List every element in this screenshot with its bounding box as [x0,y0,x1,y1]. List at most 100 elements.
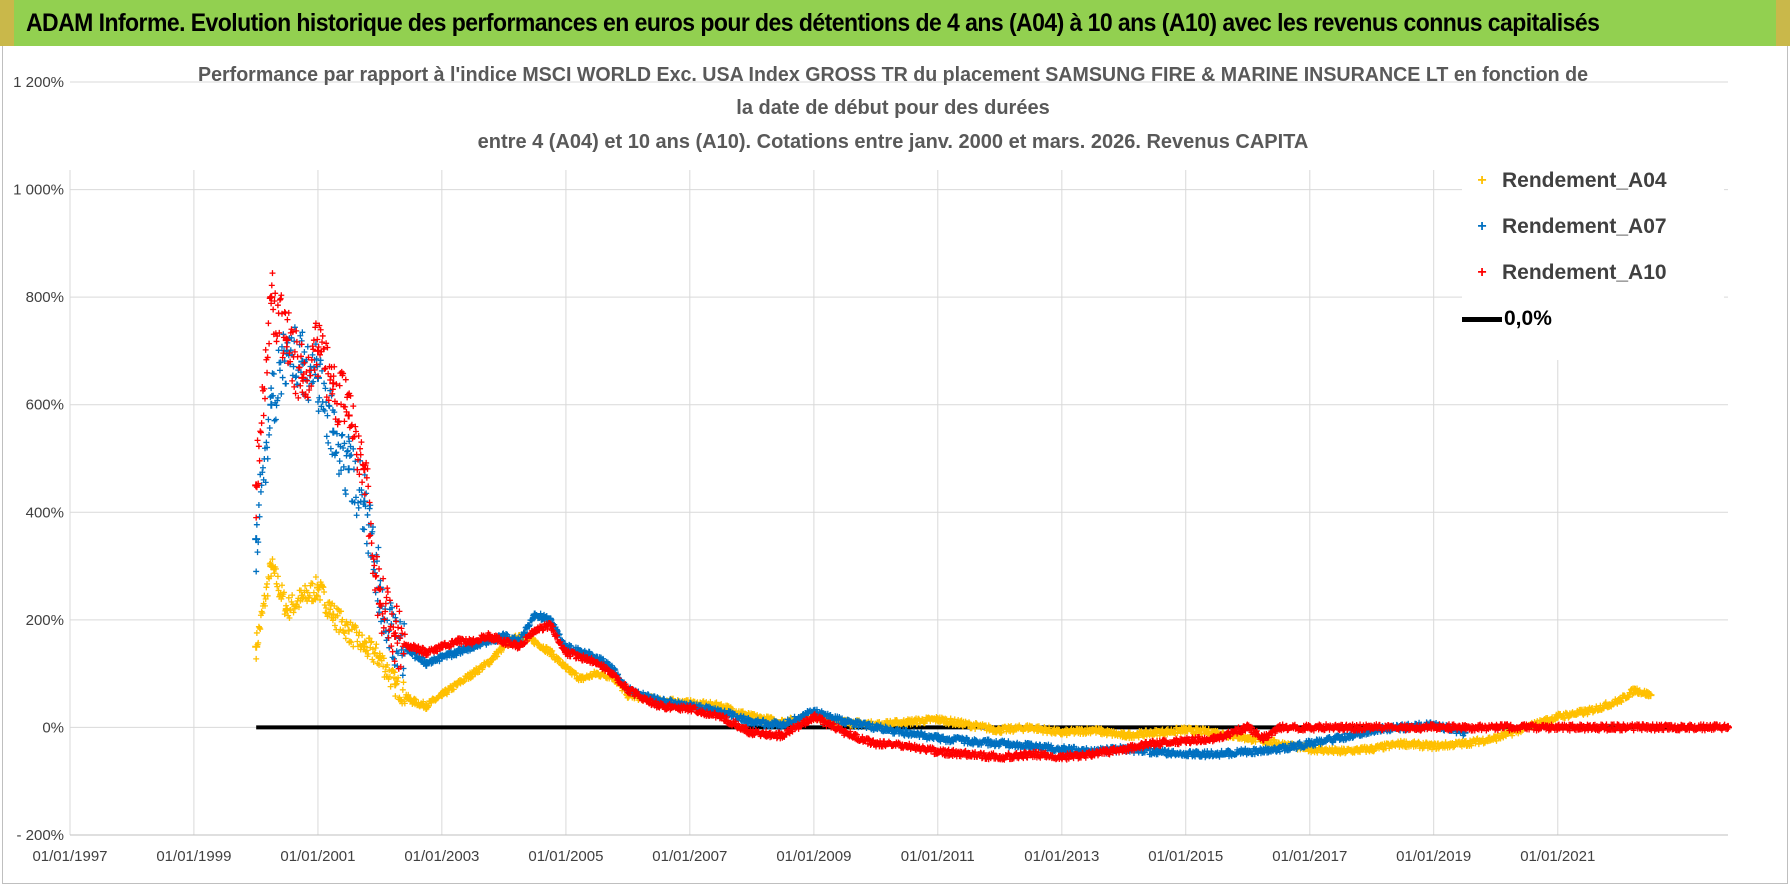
data-point [394,678,401,685]
data-point [355,504,362,511]
data-point [263,584,270,591]
data-point [286,615,293,622]
data-point [297,587,304,594]
data-point [330,429,337,436]
data-point [327,445,334,452]
series-Rendement_A07 [252,324,1469,761]
data-point [405,691,412,698]
data-point [420,698,427,705]
data-point [336,458,343,465]
data-point [366,635,373,642]
data-point [253,568,260,575]
y-tick-label: 600% [26,397,64,414]
data-point [370,659,377,666]
data-point [272,416,279,423]
data-point [274,573,281,580]
data-point [365,483,372,490]
data-point [265,416,272,423]
data-point [339,616,346,623]
data-point [450,686,457,693]
data-point [317,357,324,364]
data-point [269,556,276,563]
data-point [276,296,283,303]
data-point [383,594,390,601]
data-point [276,592,283,599]
data-point [876,719,883,726]
data-point [323,605,330,612]
data-point [903,720,910,727]
data-point [260,412,267,419]
gridlines [69,81,1728,836]
data-point [353,512,360,519]
data-point [339,431,346,438]
data-point [391,669,398,676]
data-point [295,604,302,611]
data-point [254,437,261,444]
x-tick-label: 01/01/2017 [1272,848,1347,865]
data-point [274,302,281,309]
y-tick-label: - 200% [16,827,64,844]
data-point [325,439,332,446]
data-point [255,639,262,646]
data-point [293,373,300,380]
data-point [267,294,274,301]
data-point [256,624,263,631]
data-point [314,593,321,600]
data-point [359,632,366,639]
data-point [395,674,402,681]
data-point [253,655,260,662]
data-point [321,380,328,387]
data-point [257,626,264,633]
data-point [320,584,327,591]
y-tick-label: 0% [42,719,64,736]
x-tick-label: 01/01/2007 [652,848,727,865]
data-point [357,445,364,452]
y-axis-ticks: - 200%0%200%400%600%800%1 000%1 200% [13,74,64,844]
data-point [340,629,347,636]
x-tick-label: 01/01/2003 [404,848,479,865]
data-point [252,481,261,490]
data-point [258,420,265,427]
data-point [325,610,332,617]
data-point [253,521,260,528]
data-point [307,372,314,379]
data-point [373,641,380,648]
data-point [535,641,542,648]
x-tick-label: 01/01/2011 [901,848,975,865]
data-point [259,464,266,471]
data-point [348,452,355,459]
data-point [338,608,345,615]
data-point [268,282,275,289]
x-tick-label: 01/01/2013 [1024,848,1099,865]
x-axis-ticks: 01/01/1997 01/01/1999 01/01/2001 01/01/2003… [32,848,1595,865]
data-point [264,369,271,376]
data-point [913,721,920,728]
data-point [352,624,359,631]
x-tick-label: 01/01/2021 [1520,848,1595,865]
data-point [352,494,359,501]
data-point [386,673,393,680]
data-point [316,596,323,603]
data-point [254,549,261,556]
data-point [257,428,264,435]
data-point [397,696,404,703]
header-banner: ADAM Informe. Evolution historique des p… [0,0,1790,46]
data-point [494,653,501,660]
data-point [326,403,333,410]
data-point [256,513,263,520]
data-point [255,501,262,508]
data-point [321,601,328,608]
data-point [272,565,279,572]
data-point [316,394,323,401]
data-point [272,290,279,297]
data-point [266,431,273,438]
data-point [384,661,391,668]
data-point [264,592,271,599]
data-point [290,609,297,616]
data-point [274,583,281,590]
data-point [262,602,269,609]
data-point [312,573,319,580]
banner-title: ADAM Informe. Evolution historique des p… [26,8,1600,37]
x-tick-label: 01/01/1997 [32,848,107,865]
x-tick-label: 01/01/2009 [776,848,851,865]
